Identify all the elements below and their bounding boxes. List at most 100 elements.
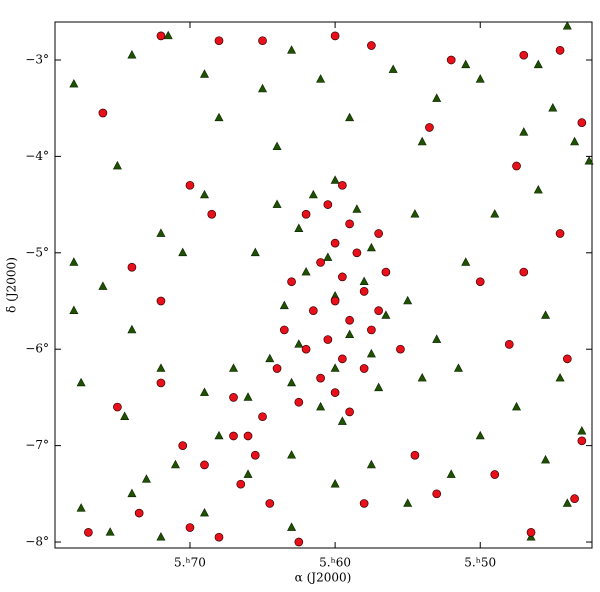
point — [301, 344, 311, 354]
point — [98, 108, 108, 118]
point — [229, 431, 238, 441]
point — [475, 74, 485, 83]
point — [265, 499, 275, 508]
point — [287, 377, 297, 387]
point — [316, 373, 325, 383]
point — [141, 474, 151, 483]
point — [555, 45, 565, 55]
point — [330, 175, 340, 184]
point — [301, 266, 311, 276]
point — [533, 184, 543, 194]
y-tick-label: −3° — [25, 52, 49, 66]
point — [214, 112, 224, 122]
point — [185, 523, 195, 532]
point — [367, 41, 376, 50]
point — [512, 401, 522, 411]
point — [199, 507, 209, 517]
point — [330, 479, 340, 488]
point — [330, 296, 340, 306]
point — [229, 393, 238, 402]
point — [250, 450, 260, 460]
point — [446, 469, 456, 478]
point — [490, 209, 500, 218]
point — [272, 199, 282, 208]
point — [199, 387, 209, 396]
point — [316, 258, 325, 267]
point — [294, 339, 304, 348]
point — [410, 209, 420, 218]
point — [555, 229, 565, 238]
point — [338, 354, 347, 364]
point — [69, 257, 79, 266]
point — [330, 31, 340, 41]
point — [345, 315, 354, 325]
point — [359, 499, 369, 508]
point — [519, 50, 529, 60]
point — [562, 498, 572, 507]
point — [156, 532, 166, 541]
point — [577, 426, 587, 435]
point — [200, 460, 209, 470]
point — [287, 522, 297, 531]
point — [577, 436, 587, 446]
point — [134, 508, 144, 518]
point — [316, 401, 326, 411]
point — [338, 180, 347, 190]
point — [112, 160, 122, 170]
point — [562, 354, 572, 364]
point — [461, 59, 471, 69]
point — [381, 267, 391, 277]
point — [345, 112, 355, 122]
point — [127, 324, 137, 334]
y-tick-label: −8° — [25, 535, 49, 549]
point — [250, 247, 260, 257]
point — [504, 340, 514, 349]
point — [76, 503, 86, 512]
point — [338, 272, 347, 282]
point — [570, 494, 579, 503]
point — [374, 229, 384, 238]
point — [366, 242, 376, 252]
point — [475, 277, 485, 287]
point — [337, 416, 347, 425]
point — [396, 344, 405, 354]
point — [301, 209, 311, 219]
point — [345, 407, 354, 417]
point — [323, 200, 333, 209]
point — [214, 532, 224, 542]
point — [374, 382, 384, 392]
x-tick-label: 5.ʰ70 — [174, 556, 206, 570]
point — [265, 353, 275, 363]
point — [294, 223, 304, 232]
point — [199, 69, 209, 78]
point — [316, 74, 326, 83]
point — [461, 257, 471, 266]
point — [323, 252, 333, 261]
point — [156, 378, 166, 388]
point — [432, 334, 442, 343]
point — [178, 247, 188, 257]
point — [287, 45, 297, 54]
point — [207, 209, 217, 219]
point — [243, 392, 253, 401]
point — [519, 267, 529, 277]
point — [243, 431, 253, 441]
y-tick-label: −6° — [25, 342, 49, 356]
x-tick-label: 5.ʰ60 — [319, 556, 351, 570]
point — [170, 459, 180, 469]
y-tick-label: −7° — [25, 438, 49, 452]
point — [258, 36, 267, 46]
point — [69, 305, 79, 314]
plot-frame — [54, 21, 593, 549]
point — [381, 310, 391, 319]
point — [577, 118, 587, 127]
point — [258, 83, 268, 93]
point — [403, 295, 413, 305]
point — [359, 364, 369, 373]
point — [294, 537, 304, 547]
x-tick-label: 5.ʰ50 — [464, 556, 496, 570]
point — [490, 470, 500, 479]
y-tick-label: −4° — [25, 149, 49, 163]
point — [352, 204, 362, 213]
point — [526, 528, 536, 537]
